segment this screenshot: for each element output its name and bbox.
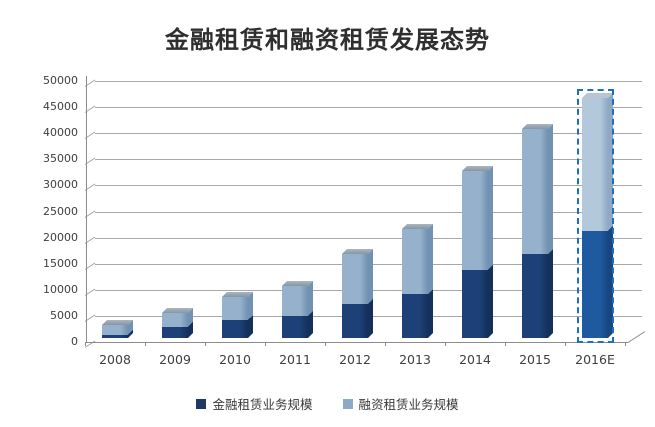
bar-side-face xyxy=(428,224,433,338)
bar-segment-finance-leasing xyxy=(222,297,248,320)
bar-segment-financial-leasing xyxy=(462,270,488,338)
x-axis-tick xyxy=(85,342,86,346)
y-gridline xyxy=(95,185,642,187)
x-axis-tick xyxy=(565,342,566,346)
bar-face-2016E xyxy=(582,98,608,338)
bar-face-2009 xyxy=(162,313,188,338)
bar-side-face xyxy=(308,281,313,338)
bar-2015 xyxy=(522,124,553,338)
legend-swatch-financial-leasing xyxy=(196,398,207,409)
bar-face-2010 xyxy=(222,297,248,338)
legend-label-financial-leasing: 金融租赁业务规模 xyxy=(212,397,313,412)
bar-side-face xyxy=(248,292,253,338)
bar-side-face xyxy=(188,308,193,338)
y-tick-label: 50000 xyxy=(43,74,78,87)
bar-side-face xyxy=(488,166,493,338)
bar-segment-financial-leasing xyxy=(582,231,608,338)
bar-segment-finance-leasing xyxy=(522,129,548,254)
x-tick-label-2010: 2010 xyxy=(219,352,251,367)
y-gridline xyxy=(95,81,642,82)
x-axis-tick xyxy=(205,342,206,346)
bar-segment-finance-leasing xyxy=(282,286,308,316)
x-tick-label-2014: 2014 xyxy=(459,352,491,367)
x-tick-label-2016E: 2016E xyxy=(575,352,615,367)
y-gridline xyxy=(95,107,642,109)
bar-segment-finance-leasing xyxy=(402,229,428,294)
bar-segment-financial-leasing xyxy=(162,327,188,338)
bar-face-2015 xyxy=(522,129,548,338)
bar-2009 xyxy=(162,308,193,338)
bar-side-face xyxy=(368,249,373,338)
x-tick-label-2012: 2012 xyxy=(339,352,371,367)
bar-face-2014 xyxy=(462,171,488,338)
y-tick-label: 0 xyxy=(71,335,78,348)
legend-item-financial-leasing: 金融租赁业务规模 xyxy=(196,394,313,413)
y-gridline xyxy=(95,237,642,239)
bar-2016E xyxy=(582,93,613,338)
x-axis-tick xyxy=(145,342,146,346)
bar-segment-financial-leasing xyxy=(342,304,368,338)
x-tick-label-2009: 2009 xyxy=(159,352,191,367)
bar-segment-financial-leasing xyxy=(522,254,548,338)
x-tick-label-2015: 2015 xyxy=(519,352,551,367)
bar-segment-finance-leasing xyxy=(342,254,368,304)
x-axis-tick xyxy=(265,342,266,346)
y-tick-label: 15000 xyxy=(43,256,78,270)
x-axis-tick xyxy=(625,342,626,346)
bar-segment-financial-leasing xyxy=(282,316,308,338)
y-gridline xyxy=(95,211,642,213)
bar-face-2012 xyxy=(342,254,368,338)
y-tick-label: 5000 xyxy=(50,308,78,322)
bar-side-face xyxy=(128,320,133,338)
bar-side-face xyxy=(548,124,553,338)
legend-label-finance-leasing: 融资租赁业务规模 xyxy=(358,397,459,412)
bar-2011 xyxy=(282,281,313,338)
legend-item-finance-leasing: 融资租赁业务规模 xyxy=(342,394,459,413)
bar-segment-finance-leasing xyxy=(102,325,128,335)
bar-segment-financial-leasing xyxy=(222,320,248,338)
bar-face-2011 xyxy=(282,286,308,338)
y-tick-label: 35000 xyxy=(43,152,78,166)
chart-title: 金融租赁和融资租赁发展态势 xyxy=(165,26,490,54)
y-axis-line xyxy=(86,76,87,342)
bar-segment-finance-leasing xyxy=(582,98,608,231)
bar-segment-financial-leasing xyxy=(402,294,428,338)
bar-face-2013 xyxy=(402,229,428,338)
y-tick-label: 25000 xyxy=(43,204,78,218)
y-gridline xyxy=(95,133,642,135)
bar-face-2008 xyxy=(102,325,128,338)
x-axis-tick xyxy=(505,342,506,346)
y-tick-label: 10000 xyxy=(43,282,78,296)
legend: 金融租赁业务规模 融资租赁业务规模 xyxy=(0,394,655,413)
legend-swatch-finance-leasing xyxy=(342,398,353,409)
x-tick-label-2008: 2008 xyxy=(99,352,131,367)
x-tick-label-2013: 2013 xyxy=(399,352,431,367)
y-gridline xyxy=(95,159,642,161)
bar-segment-financial-leasing xyxy=(102,335,128,338)
x-axis-line xyxy=(86,342,628,343)
x-axis-tick xyxy=(385,342,386,346)
bar-2008 xyxy=(102,320,133,338)
y-tick-label: 45000 xyxy=(43,100,78,114)
bar-segment-finance-leasing xyxy=(462,171,488,270)
bar-2012 xyxy=(342,249,373,338)
x-tick-label-2011: 2011 xyxy=(279,352,311,367)
x-axis-tick xyxy=(325,342,326,346)
y-tick-label: 40000 xyxy=(43,126,78,140)
bar-2010 xyxy=(222,292,253,338)
bar-segment-finance-leasing xyxy=(162,313,188,327)
x-axis-tick xyxy=(445,342,446,346)
bar-2014 xyxy=(462,166,493,338)
y-tick-label: 20000 xyxy=(43,230,78,244)
bar-2013 xyxy=(402,224,433,338)
y-tick-label: 30000 xyxy=(43,178,78,192)
floor-edge-diagonal xyxy=(627,331,646,343)
forecast-dashed-outline xyxy=(577,89,614,343)
